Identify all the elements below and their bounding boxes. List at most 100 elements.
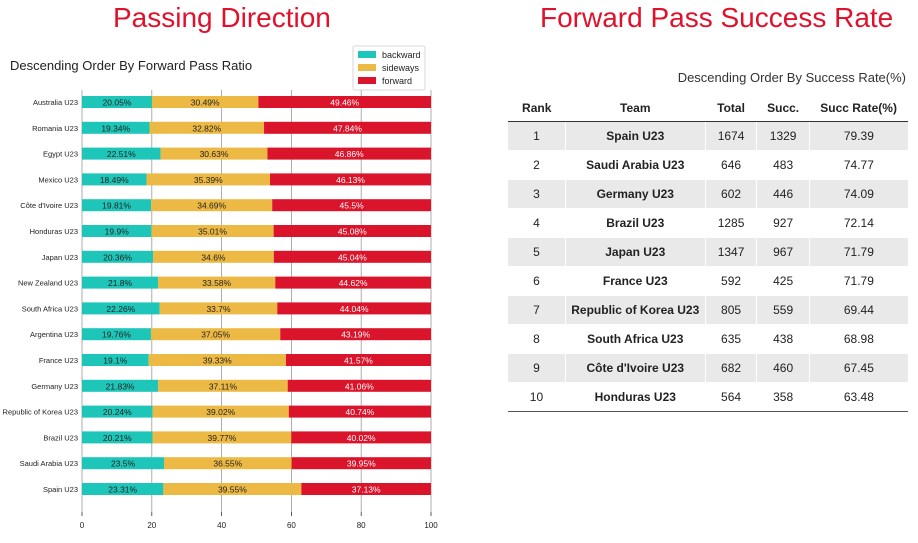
data-label: 39.55% [218,485,247,495]
data-label: 35.01% [198,227,227,237]
bar-backward [82,121,150,134]
data-label: 44.62% [339,278,368,288]
data-label: 19.34% [101,123,130,133]
success-rate-table: Rank Team Total Succ. Succ Rate(%) 1 Spain U2… [508,94,908,412]
bar-forward [277,302,431,315]
x-tick-label: 0 [80,521,85,530]
data-label: 34.6% [201,252,226,262]
table-cell: Brazil U23 [564,208,706,238]
bar-forward [264,121,431,134]
data-label: 21.8% [108,278,133,288]
bar-sideways [148,354,286,366]
bar-sideways [151,199,273,212]
data-label: 20.24% [103,407,132,417]
table-cell: 559 [756,295,810,325]
data-label: 40.02% [347,433,376,443]
category-label: Mexico U23 [38,175,78,184]
table-cell: 1674 [704,121,757,151]
data-label: 37.11% [209,381,238,391]
table-cell: Republic of Korea U23 [564,295,706,325]
table-cell: 67.45 [808,353,908,383]
data-label: 41.57% [344,356,373,366]
bar-sideways [159,302,278,315]
data-label: 35.39% [194,175,223,185]
passing-direction-title: Passing Direction [113,2,331,33]
chart-axes: 0 20 40 60 80 100 Australia U23 Romania U23 Egyp… [3,98,439,530]
data-label: 20.05% [103,98,132,108]
bar-backward [82,328,151,341]
data-label: 30.49% [191,98,220,108]
table-cell: 72.14 [808,208,908,238]
table-row: 7 Republic of Korea U23 805 559 69.44 [508,295,908,325]
table-cell: 2 [533,158,540,172]
chart-bars: 20.05% 30.49% 49.46% 19.34% 32.82% 47.84% 22.5… [82,96,432,495]
bar-backward [82,199,152,212]
bar-forward [273,225,431,237]
success-rate-title: Forward Pass Success Rate [540,2,894,33]
table-row: 8 South Africa U23 635 438 68.98 [508,324,908,354]
legend-label-forward: forward [382,76,412,86]
data-label: 36.55% [213,459,242,469]
passing-direction-chart: Descending Order By Forward Pass Ratio 2… [3,45,439,530]
table-cell: 927 [756,208,810,238]
legend-swatch-backward [358,51,376,58]
data-label: 46.86% [335,149,364,159]
data-label: 41.06% [345,381,374,391]
x-tick-label: 20 [147,521,156,530]
data-label: 37.13% [352,485,381,495]
bar-forward [291,457,431,470]
data-label: 19.9% [105,227,130,237]
table-row: 2 Saudi Arabia U23 646 483 74.77 [508,150,908,180]
bar-backward [82,225,152,237]
table-cell: 8 [533,332,540,346]
bar-sideways [153,250,274,263]
data-label: 45.5% [340,201,365,211]
category-label: New Zealand U23 [18,279,78,288]
data-label: 45.04% [338,252,367,262]
table-cell: 71.79 [808,237,908,267]
data-label: 23.5% [111,459,136,469]
category-label: Saudi Arabia U23 [20,459,78,468]
table-cell: Japan U23 [564,237,706,267]
bar-backward [82,302,160,315]
bar-forward [267,147,431,160]
table-cell: France U23 [564,266,706,296]
table-cell: Honduras U23 [564,382,706,412]
table-cell: 5 [508,237,566,267]
table-cell: 9 [508,353,566,383]
table-cell: 71.79 [808,266,908,296]
table-cell: 1329 [756,121,810,151]
bar-backward [82,250,154,263]
category-label: Spain U23 [43,485,78,494]
bar-sideways [151,96,259,108]
table-cell: Saudi Arabia U23 [564,150,706,180]
legend-label-backward: backward [382,50,421,60]
table-cell: 425 [756,266,810,296]
table-cell: 438 [756,324,810,354]
bar-backward [82,173,147,186]
bar-sideways [164,457,292,470]
data-label: 32.82% [192,123,221,133]
table-cell: 1285 [704,208,757,238]
table-cell: 592 [704,266,757,296]
bar-backward [82,483,164,495]
data-label: 33.58% [202,278,231,288]
column-header: Total [705,94,757,122]
data-label: 19.76% [102,330,131,340]
bar-sideways [163,483,302,495]
table-cell: Germany U23 [564,179,706,209]
table-row: 3 Germany U23 602 446 74.09 [508,179,908,209]
bar-sideways [146,173,271,186]
data-label: 18.49% [100,175,129,185]
category-label: Honduras U23 [30,227,78,236]
chart-legend: backward sideways forward [352,45,426,91]
table-cell: 1 [508,121,566,151]
table-cell: Spain U23 [564,121,706,151]
x-tick-label: 40 [217,521,226,530]
bar-backward [82,431,153,444]
bar-backward [82,405,153,418]
legend-swatch-sideways [358,64,376,71]
data-label: 49.46% [330,98,359,108]
bar-backward [82,379,159,392]
table-cell: 3 [508,179,566,209]
